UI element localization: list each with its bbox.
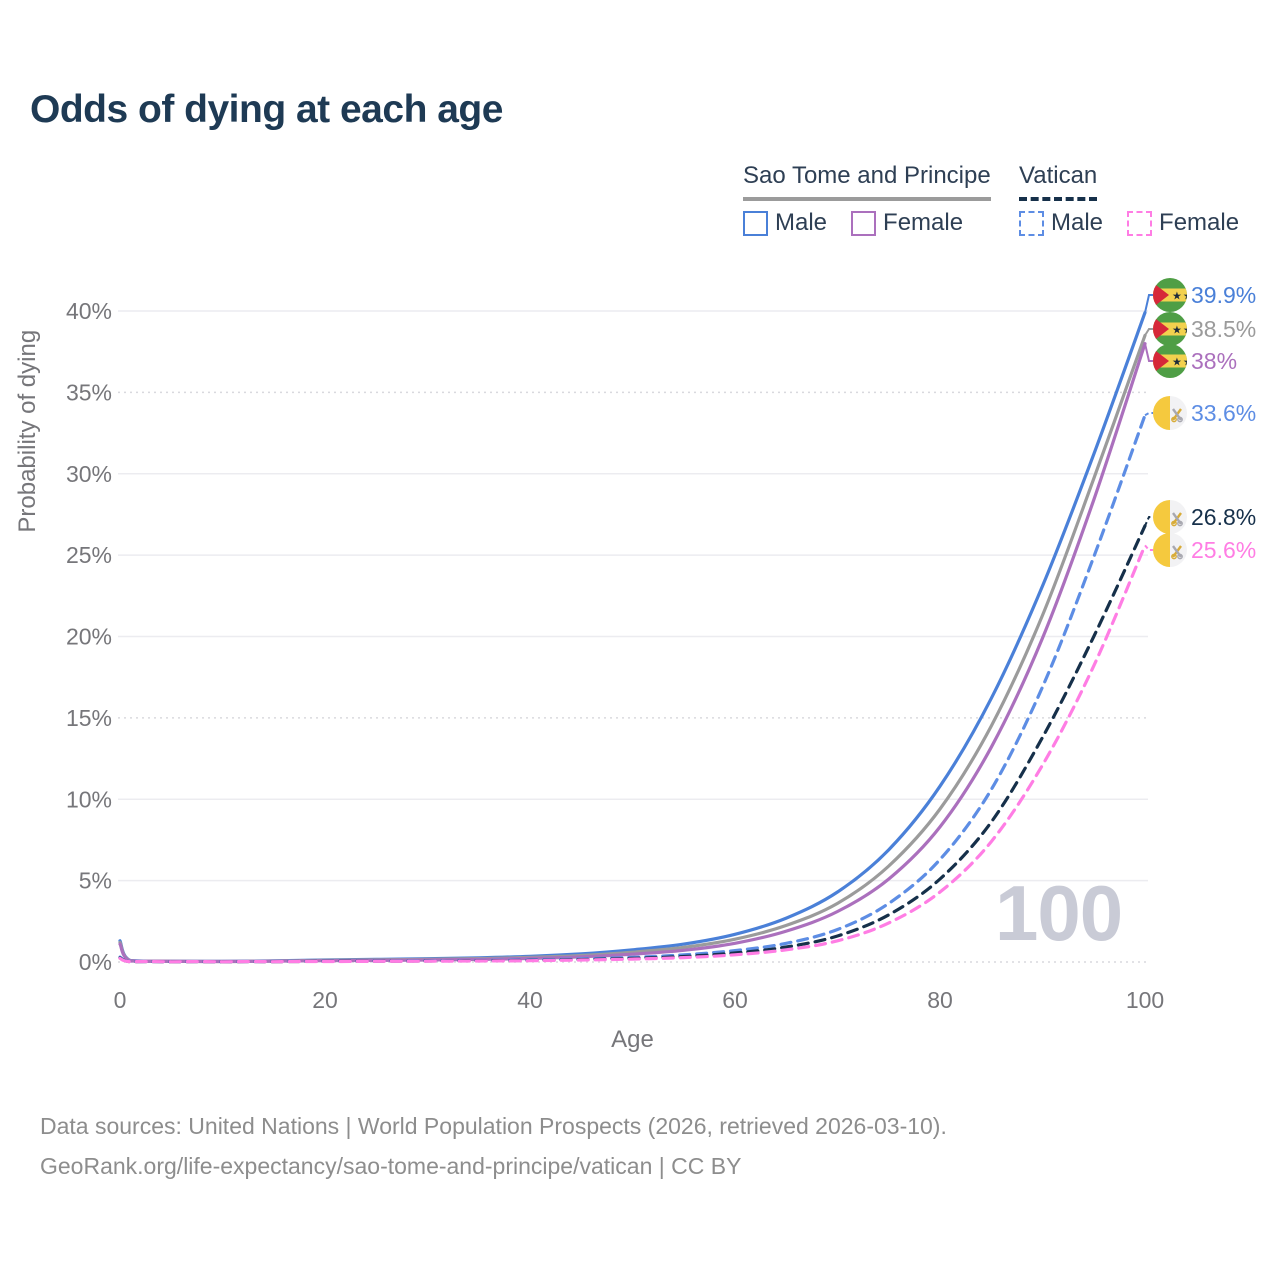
end-connector-sao-tome-overall bbox=[1144, 328, 1153, 336]
legend-label-sao-tome-male: Male bbox=[775, 209, 828, 236]
legend-swatch-sao-tome-female bbox=[851, 210, 877, 236]
x-axis-title: Age bbox=[611, 1026, 654, 1053]
end-label-vatican-male: 33.6% bbox=[1191, 400, 1256, 426]
series-line-sao-tome-female[interactable] bbox=[118, 342, 1147, 964]
legend-item-vatican-male[interactable]: Male bbox=[1019, 209, 1103, 237]
end-connector-sao-tome-male bbox=[1144, 294, 1153, 313]
legend-swatch-vatican-male bbox=[1019, 210, 1044, 236]
legend-item-sao-tome-female[interactable]: Female bbox=[851, 209, 963, 237]
series-line-vatican-overall[interactable] bbox=[118, 524, 1147, 964]
y-tick-40: 40% bbox=[66, 298, 112, 324]
x-tick-100: 100 bbox=[1126, 987, 1164, 1013]
legend-group-vatican: Vatican Male Female bbox=[1019, 162, 1239, 237]
svg-text:★★: ★★ bbox=[1172, 325, 1194, 337]
legend-item-sao-tome-male[interactable]: Male bbox=[743, 209, 827, 237]
sao-tome-flag-icon: ★★ bbox=[1153, 312, 1194, 346]
legend-item-vatican-female[interactable]: Female bbox=[1127, 209, 1239, 237]
end-connector-vatican-female bbox=[1144, 544, 1153, 551]
vatican-flag-icon bbox=[1153, 533, 1187, 567]
line-chart: 0%5%10%15%20%25%30%35%40%0 20 40 60 80 100★★3… bbox=[66, 278, 1256, 1013]
sao-tome-flag-icon: ★★ bbox=[1153, 344, 1194, 378]
age-watermark: 100 bbox=[995, 869, 1123, 957]
vatican-flag-icon bbox=[1153, 500, 1187, 534]
end-connector-vatican-male bbox=[1144, 412, 1153, 417]
x-tick-40: 40 bbox=[517, 987, 543, 1013]
end-label-sao-tome-overall: 38.5% bbox=[1191, 316, 1256, 342]
legend-label-sao-tome-female: Female bbox=[883, 209, 964, 236]
legend-country-sao-tome[interactable]: Sao Tome and Principe bbox=[743, 162, 991, 201]
footer: Data sources: United Nations | World Pop… bbox=[40, 1106, 947, 1186]
end-connector-vatican-overall bbox=[1144, 516, 1153, 527]
series-line-sao-tome-overall[interactable] bbox=[118, 333, 1147, 964]
legend-swatch-vatican-female bbox=[1127, 210, 1153, 236]
end-connector-sao-tome-female bbox=[1144, 343, 1153, 362]
y-tick-30: 30% bbox=[66, 461, 112, 487]
y-tick-5: 5% bbox=[79, 868, 112, 894]
legend-country-vatican[interactable]: Vatican bbox=[1019, 162, 1098, 201]
x-tick-0: 0 bbox=[114, 987, 127, 1013]
end-label-vatican-overall: 26.8% bbox=[1191, 504, 1256, 530]
x-tick-80: 80 bbox=[927, 987, 953, 1013]
legend-label-vatican-female: Female bbox=[1159, 209, 1240, 236]
y-tick-10: 10% bbox=[66, 786, 112, 812]
footer-data-sources: Data sources: United Nations | World Pop… bbox=[40, 1113, 947, 1139]
x-tick-60: 60 bbox=[722, 987, 748, 1013]
vatican-flag-icon bbox=[1153, 396, 1187, 430]
legend-swatch-sao-tome-male bbox=[743, 210, 768, 236]
svg-text:★★: ★★ bbox=[1172, 291, 1194, 303]
series-line-vatican-female[interactable] bbox=[118, 543, 1147, 964]
series-line-vatican-male[interactable] bbox=[118, 413, 1147, 964]
legend-group-sao-tome: Sao Tome and Principe Male Female bbox=[743, 162, 991, 237]
x-tick-20: 20 bbox=[312, 987, 338, 1013]
svg-text:★★: ★★ bbox=[1172, 357, 1194, 369]
y-tick-25: 25% bbox=[66, 542, 112, 568]
y-axis-title: Probability of dying bbox=[14, 329, 41, 533]
legend-label-vatican-male: Male bbox=[1051, 209, 1104, 236]
y-tick-35: 35% bbox=[66, 379, 112, 405]
y-tick-15: 15% bbox=[66, 705, 112, 731]
y-tick-20: 20% bbox=[66, 624, 112, 650]
sao-tome-flag-icon: ★★ bbox=[1153, 278, 1194, 312]
end-label-sao-tome-female: 38% bbox=[1191, 348, 1237, 374]
page-title: Odds of dying at each age bbox=[30, 88, 503, 131]
end-label-vatican-female: 25.6% bbox=[1191, 537, 1256, 563]
footer-attribution-link: GeoRank.org/life-expectancy/sao-tome-and… bbox=[40, 1153, 742, 1179]
y-tick-0: 0% bbox=[79, 949, 112, 975]
end-label-sao-tome-male: 39.9% bbox=[1191, 282, 1256, 308]
